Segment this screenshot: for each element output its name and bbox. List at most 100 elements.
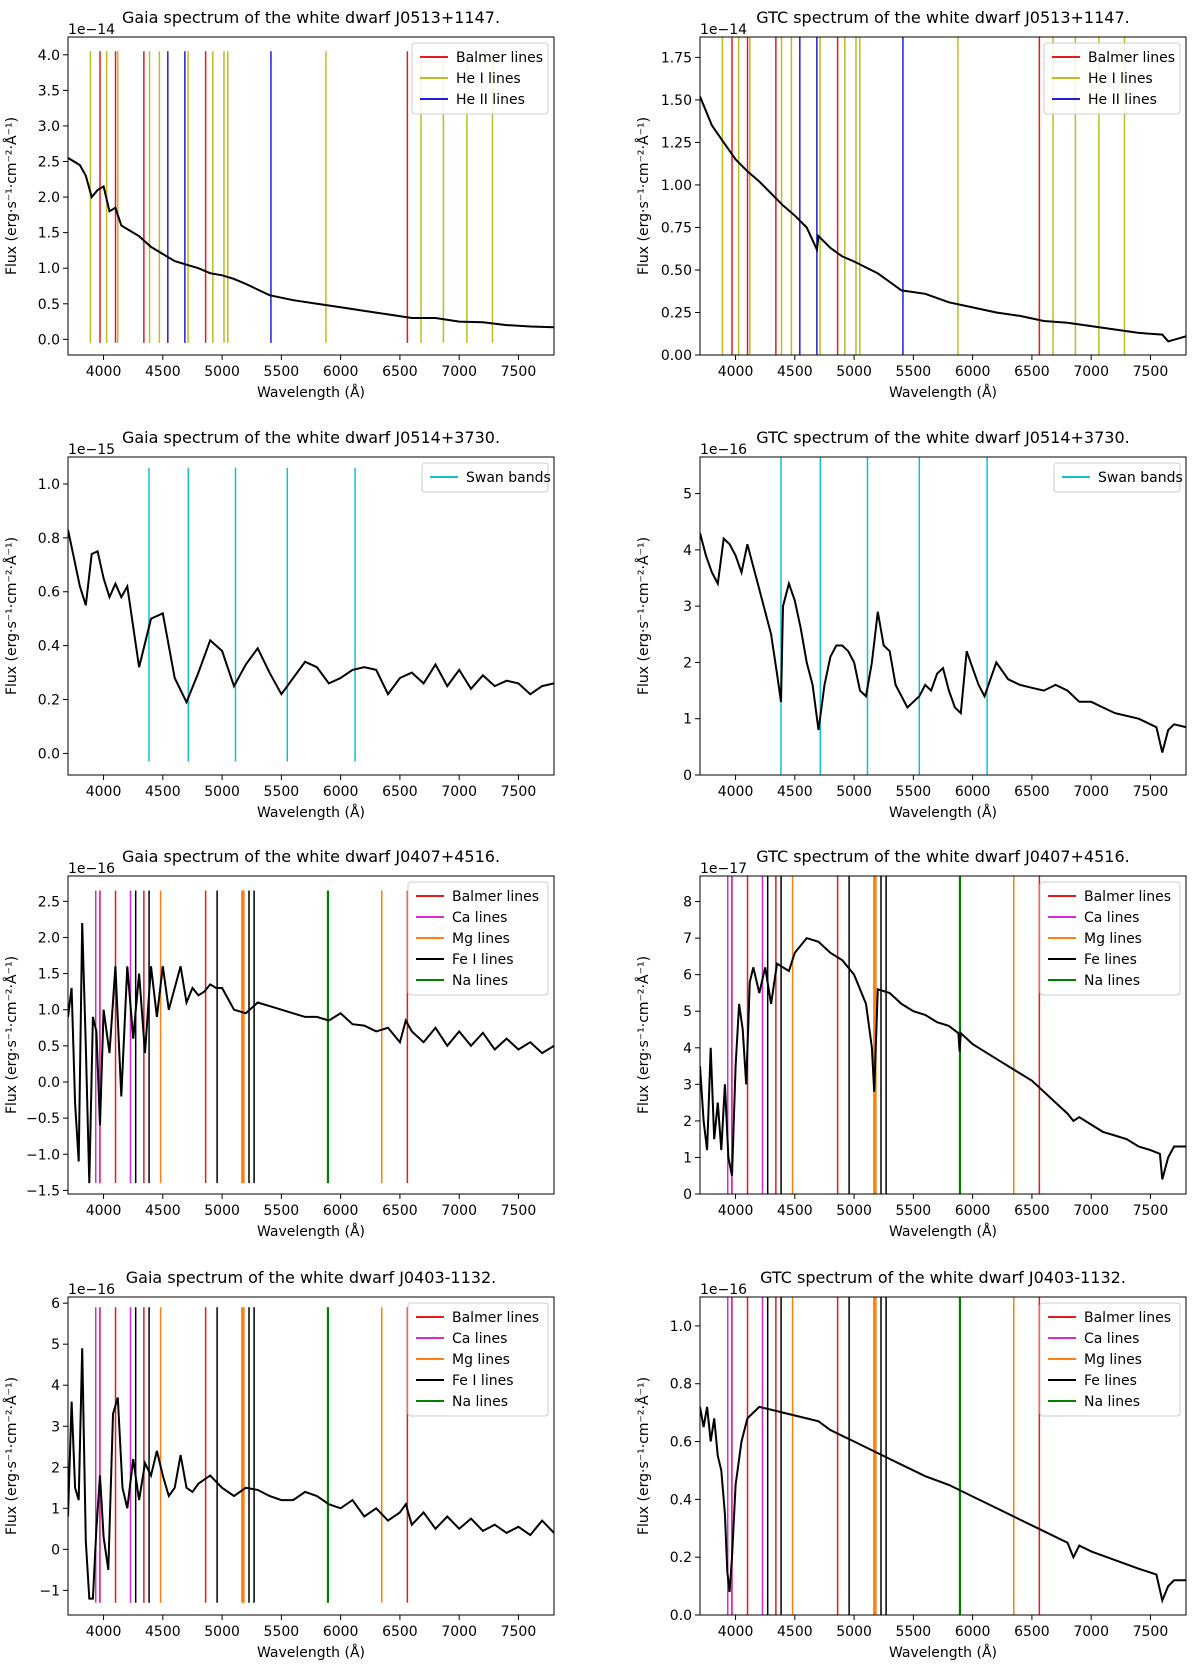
legend-box	[1043, 42, 1181, 115]
x-tick-label: 7500	[1133, 1624, 1169, 1640]
x-tick-label: 5500	[896, 1203, 932, 1219]
x-tick-label: 6000	[955, 1624, 991, 1640]
y-tick-label: 1	[51, 1501, 60, 1517]
legend-label: Ca lines	[1084, 910, 1139, 926]
legend-label: Ca lines	[1084, 1331, 1139, 1347]
y-tick-label: 2.0	[38, 930, 60, 946]
x-tick-label: 4000	[718, 1624, 754, 1640]
x-tick-label: 4500	[145, 364, 181, 380]
x-tick-label: 5500	[896, 1624, 932, 1640]
y-tick-label: 0.0	[38, 746, 60, 762]
y-tick-label: 0.0	[38, 1075, 60, 1091]
legend-label: Fe I lines	[452, 1373, 514, 1389]
legend-label: Balmer lines	[456, 50, 543, 66]
y-tick-label: 2	[683, 1114, 692, 1130]
legend-label: Ca lines	[452, 910, 507, 926]
legend-label: He II lines	[1088, 92, 1157, 108]
y-tick-label: 1.75	[661, 50, 692, 66]
y-tick-label: 0.6	[38, 585, 60, 601]
x-tick-label: 5000	[836, 1624, 872, 1640]
y-tick-label: 7	[683, 931, 692, 947]
y-axis-label: Flux (erg·s⁻¹·cm⁻²·Å⁻¹)	[635, 117, 652, 275]
x-tick-label: 7500	[501, 1624, 537, 1640]
x-tick-label: 5500	[264, 1624, 300, 1640]
chart-panel-4: GTC spectrum of the white dwarf J0514+37…	[635, 428, 1187, 821]
x-tick-label: 4000	[86, 1624, 122, 1640]
y-tick-label: 0.25	[661, 305, 692, 321]
plot-area	[700, 457, 1186, 775]
plot-area	[68, 467, 554, 762]
y-tick-label: 3.0	[38, 119, 60, 135]
spectrum-line	[68, 157, 554, 329]
y-tick-label: 6	[683, 968, 692, 984]
y-tick-label: 1	[683, 1150, 692, 1166]
spectrum-line	[68, 1348, 554, 1600]
chart-title: Gaia spectrum of the white dwarf J0514+3…	[122, 428, 500, 447]
x-tick-label: 6500	[1014, 784, 1050, 800]
legend: Balmer lines Ca lines Mg lines Fe lines Na l…	[1039, 881, 1181, 996]
legend-label: Swan bands	[466, 470, 551, 486]
plot-area	[68, 890, 554, 1184]
x-tick-label: 5500	[896, 784, 932, 800]
y-tick-label: 4	[683, 1041, 692, 1057]
x-tick-label: 7000	[441, 364, 477, 380]
x-tick-label: 5000	[836, 784, 872, 800]
y-tick-label: 0.4	[670, 1492, 692, 1508]
x-tick-label: 4000	[86, 784, 122, 800]
y-tick-label: 0.0	[670, 1608, 692, 1624]
x-tick-label: 6500	[382, 784, 418, 800]
y-tick-label: −1.5	[26, 1183, 60, 1199]
y-tick-label: 3	[51, 1419, 60, 1435]
x-tick-label: 5500	[896, 364, 932, 380]
x-tick-label: 5500	[264, 784, 300, 800]
axes-group: GTC spectrum of the white dwarf J0407+45…	[635, 847, 1187, 1240]
y-tick-label: 1.0	[38, 261, 60, 277]
legend-label: Balmer lines	[1084, 1310, 1171, 1326]
axes-group: Gaia spectrum of the white dwarf J0514+3…	[3, 428, 555, 821]
x-tick-label: 4500	[777, 784, 813, 800]
x-tick-label: 5000	[836, 1203, 872, 1219]
chart-panel-3: Gaia spectrum of the white dwarf J0514+3…	[3, 428, 555, 821]
x-tick-label: 6500	[1014, 1203, 1050, 1219]
y-tick-label: 3	[683, 1077, 692, 1093]
x-axis-label: Wavelength (Å)	[889, 1644, 997, 1661]
x-tick-label: 6000	[323, 364, 359, 380]
spectrum-line	[700, 96, 1186, 343]
legend-label: Fe lines	[1084, 952, 1137, 968]
y-tick-label: 2	[51, 1460, 60, 1476]
legend-label: Na lines	[452, 1394, 508, 1410]
axes-group: Gaia spectrum of the white dwarf J0407+4…	[3, 847, 555, 1240]
x-tick-label: 4000	[718, 364, 754, 380]
x-tick-label: 4000	[86, 1203, 122, 1219]
x-tick-label: 5000	[204, 1203, 240, 1219]
legend: Swan bands	[1053, 462, 1183, 493]
chart-panel-5: Gaia spectrum of the white dwarf J0407+4…	[3, 847, 555, 1240]
x-tick-label: 5000	[204, 784, 240, 800]
legend-label: Mg lines	[452, 931, 510, 947]
y-tick-label: 4.0	[38, 48, 60, 64]
x-tick-label: 6500	[1014, 364, 1050, 380]
y-tick-label: −0.5	[26, 1111, 60, 1127]
x-tick-label: 7500	[1133, 784, 1169, 800]
y-tick-label: 1.5	[38, 226, 60, 242]
legend-label: Swan bands	[1098, 470, 1183, 486]
x-axis-label: Wavelength (Å)	[257, 1223, 365, 1240]
legend-box	[411, 42, 549, 115]
x-tick-label: 5000	[836, 364, 872, 380]
legend-box	[1053, 462, 1181, 493]
axes-frame	[67, 875, 555, 1195]
axes-frame	[67, 36, 555, 356]
y-tick-label: 2.5	[38, 154, 60, 170]
axes-frame	[699, 1296, 1187, 1616]
legend-label: Balmer lines	[452, 889, 539, 905]
x-tick-label: 5500	[264, 1203, 300, 1219]
legend-label: Balmer lines	[452, 1310, 539, 1326]
x-tick-label: 6000	[323, 1624, 359, 1640]
y-tick-label: 8	[683, 895, 692, 911]
x-tick-label: 6000	[323, 784, 359, 800]
legend-label: Fe I lines	[452, 952, 514, 968]
y-tick-label: −1.0	[26, 1147, 60, 1163]
x-tick-label: 5000	[204, 1624, 240, 1640]
y-tick-label: 5	[683, 487, 692, 503]
y-tick-label: 5	[51, 1337, 60, 1353]
